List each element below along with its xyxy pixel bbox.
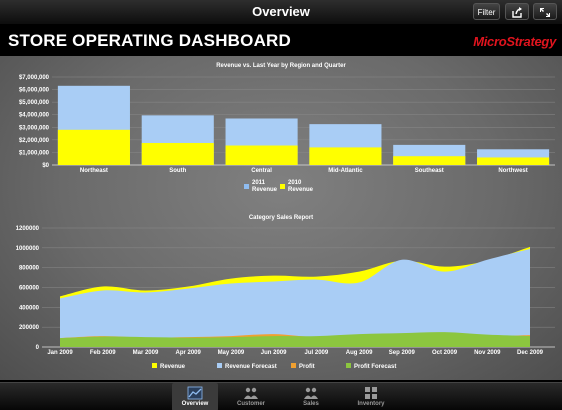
chart2-x-tick-label: May 2009 <box>218 350 245 356</box>
chart1-bar-2010-northeast[interactable] <box>57 129 130 165</box>
chart1-y-tick-label: $0 <box>42 163 49 169</box>
chart2-legend-swatch <box>346 363 351 368</box>
line-chart-icon <box>187 386 203 400</box>
microstrategy-logo: MicroStrategy <box>473 34 556 49</box>
chart1-x-tick-label: Central <box>251 168 272 174</box>
chart2-legend-swatch <box>217 363 222 368</box>
chart2-x-tick-label: Sep 2009 <box>389 350 416 356</box>
top-navigation-bar: Overview Filter <box>0 0 562 25</box>
chart2-x-tick-label: Nov 2009 <box>474 350 501 356</box>
chart2-legend-label: Profit Forecast <box>354 364 396 370</box>
chart2-legend-label: Revenue Forecast <box>225 364 277 370</box>
chart1-x-tick-label: South <box>169 168 186 174</box>
chart1-y-tick-label: $4,000,000 <box>19 113 50 119</box>
chart1-x-tick-label: Mid-Atlantic <box>328 168 363 174</box>
chart2-title: Category Sales Report <box>249 215 313 221</box>
chart1-bar-2010-south[interactable] <box>141 143 214 165</box>
chart2-y-tick-label: 200000 <box>19 325 40 331</box>
revenue-bar-chart: Revenue vs. Last Year by Region and Quar… <box>19 63 555 193</box>
chart2-y-tick-label: 0 <box>36 345 40 351</box>
chart2-x-tick-label: Apr 2009 <box>176 350 202 356</box>
tab-sales-label: Sales <box>303 401 319 407</box>
chart1-y-tick-label: $6,000,000 <box>19 88 50 94</box>
tab-overview-label: Overview <box>181 401 209 407</box>
tab-sales[interactable]: Sales <box>288 383 334 410</box>
chart1-bar-2010-northwest[interactable] <box>477 157 550 165</box>
nav-title: Overview <box>252 4 310 19</box>
chart1-y-tick-label: $2,000,000 <box>19 138 50 144</box>
chart1-legend-label: 2010 <box>288 180 302 186</box>
chart1-x-tick-label: Northwest <box>498 168 527 174</box>
chart2-x-tick-label: Feb 2009 <box>90 350 116 356</box>
chart2-x-tick-label: Jul 2009 <box>305 350 329 356</box>
chart1-y-tick-label: $3,000,000 <box>19 125 50 131</box>
chart2-x-tick-label: Aug 2009 <box>346 350 373 356</box>
chart1-x-tick-label: Northeast <box>80 168 108 174</box>
chart1-y-tick-label: $1,000,000 <box>19 150 50 156</box>
chart2-y-tick-label: 400000 <box>19 305 40 311</box>
chart1-bar-2010-mid-atlantic[interactable] <box>309 147 382 165</box>
chart1-y-tick-label: $7,000,000 <box>19 75 50 81</box>
chart2-x-tick-label: Mar 2009 <box>133 350 159 356</box>
chart2-area-revenue-forecast[interactable] <box>60 248 530 347</box>
people-icon <box>244 387 258 399</box>
chart2-legend-swatch <box>291 363 296 368</box>
chart2-x-tick-label: Oct 2009 <box>432 350 458 356</box>
chart1-x-tick-label: Southeast <box>415 168 444 174</box>
chart1-bar-2010-southeast[interactable] <box>393 156 466 165</box>
chart2-legend-label: Revenue <box>160 364 186 370</box>
tab-customer-label: Customer <box>236 401 265 407</box>
chart1-legend-swatch <box>280 184 285 189</box>
chart2-y-tick-label: 1200000 <box>16 226 40 232</box>
tab-overview[interactable]: Overview <box>172 383 218 410</box>
category-sales-area-chart: Category Sales Report 0 200000 400000 60000… <box>16 215 555 370</box>
chart2-x-tick-label: Dec 2009 <box>517 350 544 356</box>
chart1-y-tick-label: $5,000,000 <box>19 100 50 106</box>
chart2-legend-label: Profit <box>299 364 315 370</box>
chart2-area-profit-forecast[interactable] <box>60 332 530 347</box>
chart1-legend-swatch <box>244 184 249 189</box>
chart2-legend-swatch <box>152 363 157 368</box>
chart2-y-tick-label: 1000000 <box>16 246 40 252</box>
grid-icon <box>365 387 377 399</box>
tab-customer[interactable]: Customer <box>228 383 274 410</box>
expand-icon <box>540 8 550 17</box>
dashboard-header: STORE OPERATING DASHBOARD MicroStrategy <box>0 25 562 55</box>
dashboard-panel: Revenue vs. Last Year by Region and Quar… <box>0 56 562 380</box>
chart2-y-tick-label: 800000 <box>19 266 40 272</box>
people-icon <box>304 387 318 399</box>
chart2-y-tick-label: 600000 <box>19 286 40 292</box>
chart1-legend-label: Revenue <box>252 187 278 193</box>
chart1-legend-label: Revenue <box>288 187 314 193</box>
share-icon <box>512 7 522 18</box>
tab-inventory[interactable]: Inventory <box>348 383 394 410</box>
bottom-tab-bar: Overview Customer Sales Inventory <box>0 382 562 410</box>
share-button[interactable] <box>505 3 529 20</box>
chart1-bar-2010-central[interactable] <box>225 145 298 165</box>
chart2-x-tick-label: Jun 2009 <box>261 350 287 356</box>
chart1-legend-label: 2011 <box>252 180 266 186</box>
filter-button[interactable]: Filter <box>473 3 500 20</box>
chart2-x-tick-label: Jan 2009 <box>47 350 73 356</box>
tab-inventory-label: Inventory <box>357 401 385 407</box>
fullscreen-button[interactable] <box>533 3 557 20</box>
dashboard-title: STORE OPERATING DASHBOARD <box>8 31 292 50</box>
chart1-title: Revenue vs. Last Year by Region and Quar… <box>216 63 346 69</box>
